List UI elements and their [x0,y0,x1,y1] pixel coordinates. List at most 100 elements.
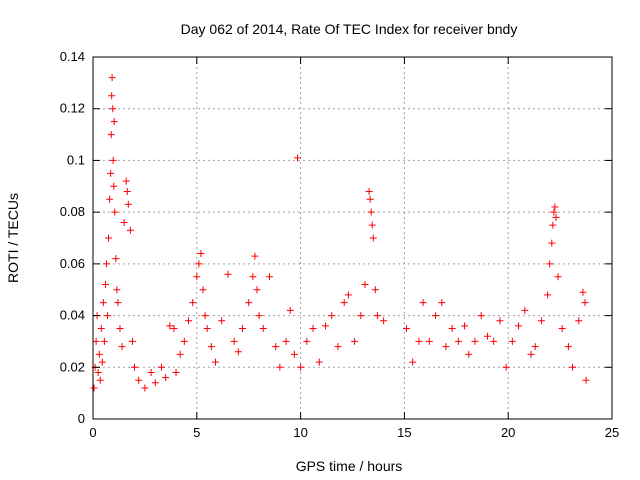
x-tick-label: 10 [293,425,307,440]
data-point [93,338,100,345]
data-point [310,325,317,332]
data-point [322,322,329,329]
data-point [484,333,491,340]
data-point [125,201,132,208]
data-point [276,364,283,371]
data-point [544,291,551,298]
plot-frame [93,57,612,419]
data-point [111,209,118,216]
data-point [283,338,290,345]
data-point [366,188,373,195]
data-point [565,343,572,350]
data-point [555,273,562,280]
data-point [231,338,238,345]
data-point [341,299,348,306]
x-tick-label: 20 [501,425,515,440]
data-point [152,379,159,386]
data-point [471,338,478,345]
data-point [291,351,298,358]
data-point [95,369,102,376]
data-point [316,359,323,366]
data-point [374,312,381,319]
data-point [367,196,374,203]
data-point [438,299,445,306]
data-point [109,105,116,112]
y-axis-label: ROTI / TECUs [5,193,21,283]
data-point [218,317,225,324]
data-point [141,384,148,391]
x-axis-label: GPS time / hours [296,458,403,474]
data-point [549,222,556,229]
data-point [114,299,121,306]
data-point [124,188,131,195]
y-tick-label: 0.14 [60,49,85,64]
data-point [193,273,200,280]
data-point [559,325,566,332]
data-point [239,325,246,332]
data-point [197,250,204,257]
data-point [432,312,439,319]
data-point [583,377,590,384]
data-point [224,271,231,278]
data-point [515,322,522,329]
data-point [91,384,98,391]
data-point [260,325,267,332]
data-point [548,240,555,247]
x-tick-label: 5 [193,425,200,440]
data-point [249,273,256,280]
data-point [328,312,335,319]
data-point [107,170,114,177]
x-tick-label: 25 [605,425,619,440]
data-point [528,351,535,358]
data-point [101,338,108,345]
data-point [97,377,104,384]
data-point [266,273,273,280]
data-point [121,219,128,226]
data-point [415,338,422,345]
data-point [127,227,134,234]
data-point [372,286,379,293]
data-point [351,338,358,345]
data-point [204,325,211,332]
data-points [91,74,590,391]
data-point [200,286,207,293]
data-point [409,359,416,366]
data-point [569,364,576,371]
data-point [109,74,116,81]
data-point [135,377,142,384]
data-point [551,203,558,210]
data-point [212,359,219,366]
x-tick-label: 15 [397,425,411,440]
data-point [113,286,120,293]
data-point [181,338,188,345]
data-point [478,312,485,319]
y-tick-label: 0.02 [60,359,85,374]
y-tick-label: 0.06 [60,256,85,271]
data-point [461,322,468,329]
axis-tick-labels: 0 5 10 15 20 25 0 0.02 0.04 0.06 0.08 0.1 0.12 0.14 [60,49,620,440]
data-point [297,364,304,371]
data-point [426,338,433,345]
y-tick-label: 0.1 [67,152,85,167]
grid-lines [93,57,612,419]
data-point [496,317,503,324]
chart-title: Day 062 of 2014, Rate Of TEC Index for r… [181,21,518,37]
data-point [189,299,196,306]
data-point [490,338,497,345]
data-point [420,299,427,306]
data-point [111,118,118,125]
y-tick-label: 0.12 [60,101,85,116]
data-point [287,307,294,314]
data-point [208,343,215,350]
data-point [369,222,376,229]
data-point [579,289,586,296]
data-point [256,312,263,319]
data-point [303,338,310,345]
data-point [334,343,341,350]
data-point [345,291,352,298]
data-point [129,338,136,345]
data-point [123,178,130,185]
data-point [104,312,111,319]
data-point [546,260,553,267]
data-point [503,364,510,371]
